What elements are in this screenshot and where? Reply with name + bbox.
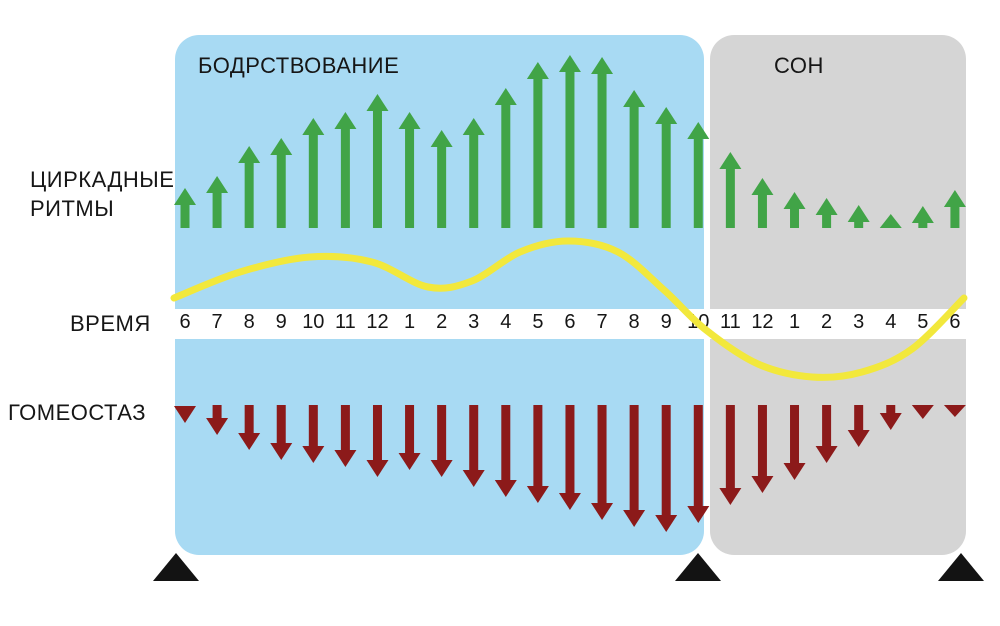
- time-tick: 7: [211, 311, 223, 333]
- homeostasis-label: ГОМЕОСТАЗ: [8, 400, 146, 425]
- time-tick: 6: [179, 311, 191, 333]
- time-axis-label: ВРЕМЯ: [70, 311, 151, 336]
- time-tick: 11: [335, 311, 356, 333]
- time-tick: 12: [366, 311, 389, 333]
- time-tick: 1: [788, 311, 801, 333]
- wake-region-label: БОДРСТВОВАНИЕ: [198, 53, 400, 78]
- time-tick: 10: [302, 311, 325, 333]
- circadian-rhythms-label: ЦИРКАДНЫЕ РИТМЫ: [30, 167, 175, 221]
- time-tick: 3: [853, 311, 865, 333]
- time-tick: 5: [917, 311, 929, 333]
- sleep-region-label: СОН: [774, 53, 824, 78]
- time-tick: 5: [532, 311, 544, 333]
- time-tick: 4: [500, 311, 512, 333]
- time-tick: 7: [596, 311, 608, 333]
- time-tick: 9: [275, 311, 287, 333]
- time-tick: 11: [719, 311, 741, 333]
- time-tick: 1: [403, 311, 416, 333]
- time-tick: 2: [436, 311, 448, 333]
- time-tick: 8: [243, 311, 255, 333]
- time-tick: 2: [821, 311, 833, 333]
- time-tick: 3: [468, 311, 480, 333]
- time-tick: 6: [564, 311, 576, 333]
- time-tick: 9: [660, 311, 672, 333]
- time-tick: 8: [628, 311, 640, 333]
- time-tick: 10: [687, 311, 710, 333]
- time-tick: 4: [885, 311, 897, 333]
- time-tick: 6: [949, 311, 961, 333]
- time-tick: 12: [751, 311, 774, 333]
